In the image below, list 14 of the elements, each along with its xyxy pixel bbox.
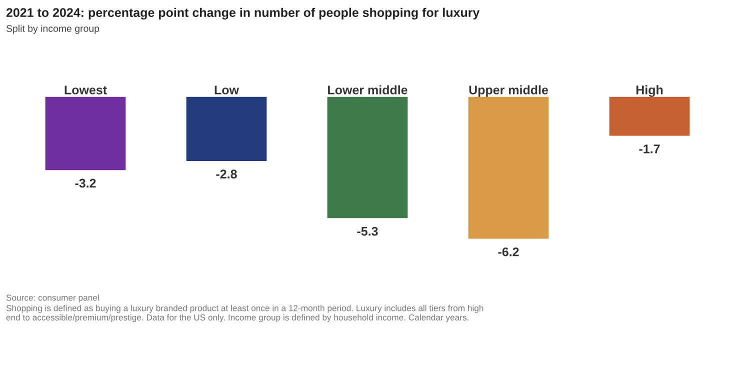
x-tick-label: Lowest [64, 86, 107, 94]
chart-subtitle: Split by income group [6, 24, 100, 34]
data-label: -2.8 [216, 170, 237, 178]
data-label: -6.2 [498, 247, 519, 256]
source-note: Source: consumer panel [6, 294, 99, 302]
chart-title: 2021 to 2024: percentage point change in number of people shopping for luxury [6, 8, 480, 20]
data-label: -5.3 [357, 226, 378, 236]
x-tick-label: Upper middle [469, 85, 548, 97]
data-label: -1.7 [639, 144, 660, 154]
x-tick-label: Lower middle [328, 85, 408, 94]
x-tick-label: High [636, 85, 663, 97]
x-tick-label: Low [214, 86, 240, 94]
data-label: -3.2 [75, 178, 96, 188]
text: Shopping is defined as buying a luxury branded product at least once in a 12-month period. Luxury includes all tiers from high end to accessible/premium/prestige. Data for the US only. Income group is defined by household income. Calendar years. [6, 304, 484, 322]
